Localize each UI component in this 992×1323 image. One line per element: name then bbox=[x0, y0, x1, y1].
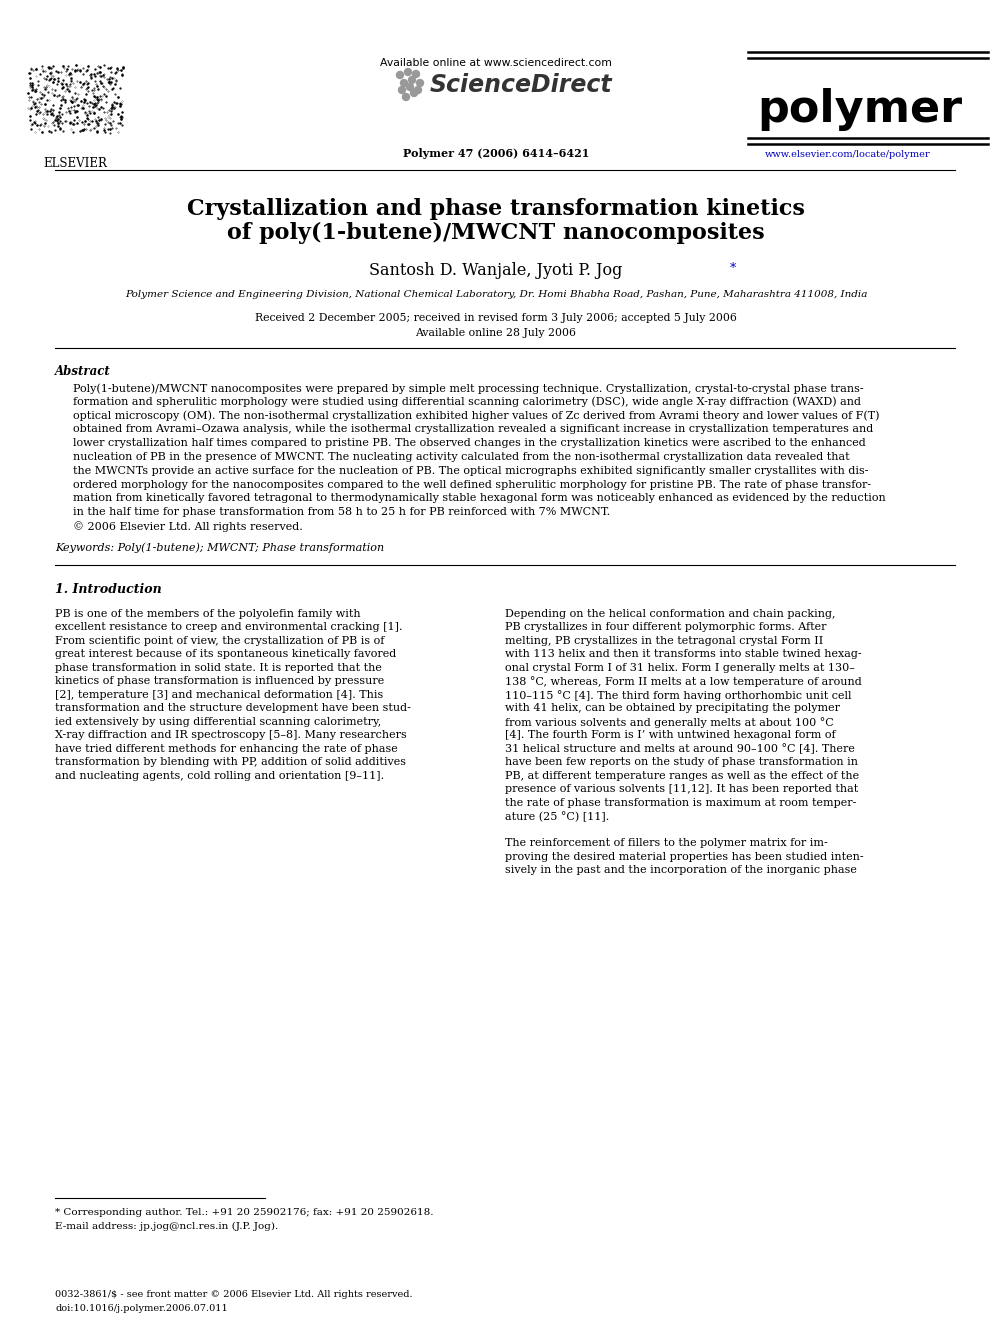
Text: Available online at www.sciencedirect.com: Available online at www.sciencedirect.co… bbox=[380, 58, 612, 67]
Text: E-mail address: jp.jog@ncl.res.in (J.P. Jog).: E-mail address: jp.jog@ncl.res.in (J.P. … bbox=[55, 1222, 278, 1232]
Circle shape bbox=[409, 77, 416, 83]
Text: 1. Introduction: 1. Introduction bbox=[55, 583, 162, 595]
Text: www.elsevier.com/locate/polymer: www.elsevier.com/locate/polymer bbox=[765, 149, 930, 159]
Circle shape bbox=[411, 90, 418, 97]
Text: nucleation of PB in the presence of MWCNT. The nucleating activity calculated fr: nucleation of PB in the presence of MWCN… bbox=[73, 452, 849, 462]
Text: Santosh D. Wanjale, Jyoti P. Jog: Santosh D. Wanjale, Jyoti P. Jog bbox=[369, 262, 623, 279]
Text: From scientific point of view, the crystallization of PB is of: From scientific point of view, the cryst… bbox=[55, 636, 384, 646]
Text: Polymer Science and Engineering Division, National Chemical Laboratory, Dr. Homi: Polymer Science and Engineering Division… bbox=[125, 290, 867, 299]
Text: [4]. The fourth Form is I’ with untwined hexagonal form of: [4]. The fourth Form is I’ with untwined… bbox=[505, 730, 835, 741]
Text: of poly(1-butene)/MWCNT nanocomposites: of poly(1-butene)/MWCNT nanocomposites bbox=[227, 222, 765, 245]
Text: excellent resistance to creep and environmental cracking [1].: excellent resistance to creep and enviro… bbox=[55, 622, 403, 632]
Text: transformation by blending with PP, addition of solid additives: transformation by blending with PP, addi… bbox=[55, 757, 406, 767]
Text: 0032-3861/$ - see front matter © 2006 Elsevier Ltd. All rights reserved.: 0032-3861/$ - see front matter © 2006 El… bbox=[55, 1290, 413, 1299]
Text: kinetics of phase transformation is influenced by pressure: kinetics of phase transformation is infl… bbox=[55, 676, 384, 687]
Text: ScienceDirect: ScienceDirect bbox=[430, 73, 613, 97]
Circle shape bbox=[399, 86, 406, 94]
Text: melting, PB crystallizes in the tetragonal crystal Form II: melting, PB crystallizes in the tetragon… bbox=[505, 636, 823, 646]
Circle shape bbox=[413, 70, 420, 78]
Text: mation from kinetically favored tetragonal to thermodynamically stable hexagonal: mation from kinetically favored tetragon… bbox=[73, 493, 886, 503]
Circle shape bbox=[417, 79, 424, 86]
Text: The reinforcement of fillers to the polymer matrix for im-: The reinforcement of fillers to the poly… bbox=[505, 839, 827, 848]
Text: presence of various solvents [11,12]. It has been reported that: presence of various solvents [11,12]. It… bbox=[505, 785, 858, 794]
Text: sively in the past and the incorporation of the inorganic phase: sively in the past and the incorporation… bbox=[505, 865, 857, 876]
Text: Depending on the helical conformation and chain packing,: Depending on the helical conformation an… bbox=[505, 609, 835, 619]
Text: phase transformation in solid state. It is reported that the: phase transformation in solid state. It … bbox=[55, 663, 382, 673]
Text: and nucleating agents, cold rolling and orientation [9–11].: and nucleating agents, cold rolling and … bbox=[55, 771, 384, 781]
Text: * Corresponding author. Tel.: +91 20 25902176; fax: +91 20 25902618.: * Corresponding author. Tel.: +91 20 259… bbox=[55, 1208, 434, 1217]
Text: *: * bbox=[730, 262, 736, 275]
Text: the MWCNTs provide an active surface for the nucleation of PB. The optical micro: the MWCNTs provide an active surface for… bbox=[73, 466, 869, 476]
Text: great interest because of its spontaneous kinetically favored: great interest because of its spontaneou… bbox=[55, 650, 396, 659]
Circle shape bbox=[405, 69, 412, 75]
Text: with 41 helix, can be obtained by precipitating the polymer: with 41 helix, can be obtained by precip… bbox=[505, 704, 840, 713]
Circle shape bbox=[407, 83, 414, 90]
Text: have tried different methods for enhancing the rate of phase: have tried different methods for enhanci… bbox=[55, 744, 398, 754]
Text: Crystallization and phase transformation kinetics: Crystallization and phase transformation… bbox=[187, 198, 805, 220]
Text: © 2006 Elsevier Ltd. All rights reserved.: © 2006 Elsevier Ltd. All rights reserved… bbox=[73, 521, 303, 532]
Text: Poly(1-butene)/MWCNT nanocomposites were prepared by simple melt processing tech: Poly(1-butene)/MWCNT nanocomposites were… bbox=[73, 382, 864, 393]
Text: from various solvents and generally melts at about 100 °C: from various solvents and generally melt… bbox=[505, 717, 833, 728]
Text: 31 helical structure and melts at around 90–100 °C [4]. There: 31 helical structure and melts at around… bbox=[505, 744, 855, 754]
Text: ature (25 °C) [11].: ature (25 °C) [11]. bbox=[505, 811, 609, 822]
Text: ied extensively by using differential scanning calorimetry,: ied extensively by using differential sc… bbox=[55, 717, 381, 726]
Text: with 113 helix and then it transforms into stable twined hexag-: with 113 helix and then it transforms in… bbox=[505, 650, 862, 659]
Text: 138 °C, whereas, Form II melts at a low temperature of around: 138 °C, whereas, Form II melts at a low … bbox=[505, 676, 862, 687]
Text: Abstract: Abstract bbox=[55, 365, 111, 378]
Text: 110–115 °C [4]. The third form having orthorhombic unit cell: 110–115 °C [4]. The third form having or… bbox=[505, 689, 851, 701]
Text: proving the desired material properties has been studied inten-: proving the desired material properties … bbox=[505, 852, 864, 861]
Circle shape bbox=[415, 86, 422, 94]
Text: Available online 28 July 2006: Available online 28 July 2006 bbox=[416, 328, 576, 337]
Text: [2], temperature [3] and mechanical deformation [4]. This: [2], temperature [3] and mechanical defo… bbox=[55, 689, 383, 700]
Text: Keywords: Poly(1-butene); MWCNT; Phase transformation: Keywords: Poly(1-butene); MWCNT; Phase t… bbox=[55, 542, 384, 553]
Text: obtained from Avrami–Ozawa analysis, while the isothermal crystallization reveal: obtained from Avrami–Ozawa analysis, whi… bbox=[73, 425, 873, 434]
Circle shape bbox=[403, 94, 410, 101]
Bar bbox=[28, 65, 123, 146]
Text: have been few reports on the study of phase transformation in: have been few reports on the study of ph… bbox=[505, 757, 858, 767]
Text: ELSEVIER: ELSEVIER bbox=[44, 157, 107, 169]
Text: PB, at different temperature ranges as well as the effect of the: PB, at different temperature ranges as w… bbox=[505, 771, 859, 781]
Text: transformation and the structure development have been stud-: transformation and the structure develop… bbox=[55, 704, 411, 713]
Text: ordered morphology for the nanocomposites compared to the well defined spherulit: ordered morphology for the nanocomposite… bbox=[73, 480, 871, 490]
Text: the rate of phase transformation is maximum at room temper-: the rate of phase transformation is maxi… bbox=[505, 798, 856, 808]
Text: PB crystallizes in four different polymorphic forms. After: PB crystallizes in four different polymo… bbox=[505, 622, 826, 632]
Text: Received 2 December 2005; received in revised form 3 July 2006; accepted 5 July : Received 2 December 2005; received in re… bbox=[255, 314, 737, 323]
Text: in the half time for phase transformation from 58 h to 25 h for PB reinforced wi: in the half time for phase transformatio… bbox=[73, 507, 610, 517]
Text: lower crystallization half times compared to pristine PB. The observed changes i: lower crystallization half times compare… bbox=[73, 438, 866, 448]
Text: polymer: polymer bbox=[758, 89, 962, 131]
Text: X-ray diffraction and IR spectroscopy [5–8]. Many researchers: X-ray diffraction and IR spectroscopy [5… bbox=[55, 730, 407, 741]
Text: optical microscopy (OM). The non-isothermal crystallization exhibited higher val: optical microscopy (OM). The non-isother… bbox=[73, 410, 880, 421]
Circle shape bbox=[401, 79, 408, 86]
Text: Polymer 47 (2006) 6414–6421: Polymer 47 (2006) 6414–6421 bbox=[403, 148, 589, 159]
Text: formation and spherulitic morphology were studied using differential scanning ca: formation and spherulitic morphology wer… bbox=[73, 397, 861, 407]
Text: onal crystal Form I of 31 helix. Form I generally melts at 130–: onal crystal Form I of 31 helix. Form I … bbox=[505, 663, 855, 673]
Text: doi:10.1016/j.polymer.2006.07.011: doi:10.1016/j.polymer.2006.07.011 bbox=[55, 1304, 228, 1312]
Circle shape bbox=[397, 71, 404, 78]
Text: PB is one of the members of the polyolefin family with: PB is one of the members of the polyolef… bbox=[55, 609, 361, 619]
